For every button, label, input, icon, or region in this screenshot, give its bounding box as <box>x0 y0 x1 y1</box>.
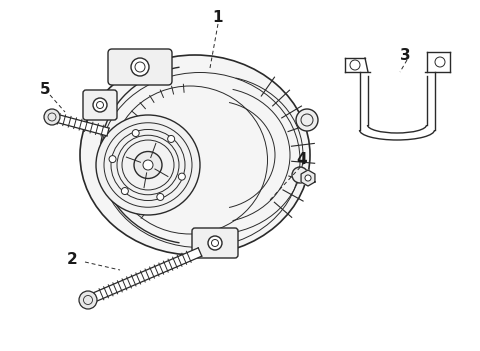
Circle shape <box>305 175 311 181</box>
Polygon shape <box>86 248 202 304</box>
Circle shape <box>121 187 128 194</box>
Circle shape <box>350 60 360 70</box>
Circle shape <box>132 130 139 137</box>
FancyBboxPatch shape <box>83 90 117 120</box>
Circle shape <box>179 173 185 180</box>
Ellipse shape <box>80 55 310 255</box>
Ellipse shape <box>96 115 200 215</box>
Circle shape <box>79 291 97 309</box>
Text: 2: 2 <box>67 252 77 267</box>
Circle shape <box>143 160 153 170</box>
Polygon shape <box>301 170 315 186</box>
Circle shape <box>208 236 222 250</box>
Polygon shape <box>51 113 109 136</box>
Circle shape <box>157 193 164 200</box>
Text: 4: 4 <box>297 152 307 167</box>
Circle shape <box>93 98 107 112</box>
Circle shape <box>131 58 149 76</box>
Circle shape <box>168 135 175 143</box>
FancyBboxPatch shape <box>192 228 238 258</box>
Circle shape <box>292 167 308 183</box>
Text: 3: 3 <box>400 47 410 62</box>
Circle shape <box>435 57 445 67</box>
Circle shape <box>44 109 60 125</box>
Text: 5: 5 <box>40 82 50 98</box>
Text: 1: 1 <box>213 11 223 26</box>
FancyBboxPatch shape <box>108 49 172 85</box>
Ellipse shape <box>134 152 162 179</box>
Circle shape <box>296 109 318 131</box>
Circle shape <box>109 155 116 163</box>
